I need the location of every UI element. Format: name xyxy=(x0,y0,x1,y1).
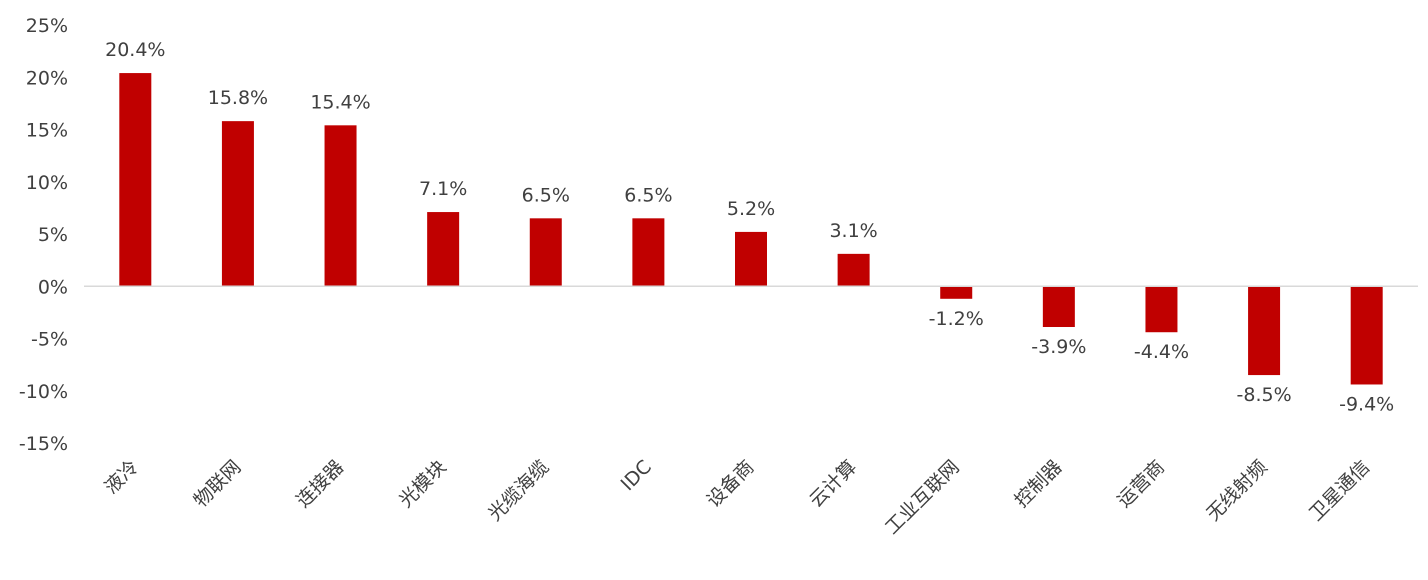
data-label: -3.9% xyxy=(1031,336,1086,358)
category-label: 物联网 xyxy=(190,456,246,512)
bar xyxy=(529,218,562,287)
data-label: 15.8% xyxy=(208,87,268,109)
y-tick-label: 25% xyxy=(26,15,68,37)
bar xyxy=(735,231,767,287)
data-label: -1.2% xyxy=(929,308,984,330)
y-tick-label: 5% xyxy=(38,224,68,246)
bar xyxy=(221,121,254,287)
bar xyxy=(1042,286,1075,328)
bar xyxy=(427,212,460,287)
data-label: -8.5% xyxy=(1237,384,1292,406)
bar xyxy=(632,218,665,287)
bar xyxy=(1145,286,1178,333)
bar xyxy=(119,73,152,287)
data-label: -4.4% xyxy=(1134,341,1189,363)
data-label: 3.1% xyxy=(829,220,877,242)
category-label: 连接器 xyxy=(292,456,348,512)
category-label: 液冷 xyxy=(100,456,142,498)
category-label: 控制器 xyxy=(1011,456,1067,512)
data-label: 7.1% xyxy=(419,178,467,200)
bar xyxy=(324,125,357,287)
category-label: 运营商 xyxy=(1113,456,1169,512)
category-label: IDC xyxy=(617,456,656,495)
data-labels: 20.4% 15.8% 15.4% 7.1% 6.5% 6.5% 5.2% 3.1% -1.2%… xyxy=(105,39,1394,415)
y-tick-label: 10% xyxy=(26,172,68,194)
bar xyxy=(940,286,973,299)
bar xyxy=(1350,286,1383,385)
data-label: 6.5% xyxy=(522,184,570,206)
y-tick-label: 0% xyxy=(38,276,68,298)
bars xyxy=(119,73,1383,385)
category-label: 光缆海缆 xyxy=(484,456,553,525)
y-tick-label: -5% xyxy=(31,329,68,351)
category-label: 云计算 xyxy=(805,456,861,512)
category-label: 卫星通信 xyxy=(1305,456,1374,525)
category-label: 工业互联网 xyxy=(881,456,964,539)
category-label: 设备商 xyxy=(703,456,759,512)
data-label: 20.4% xyxy=(105,39,165,61)
data-label: 15.4% xyxy=(310,91,370,113)
category-labels: 液冷 物联网 连接器 光模块 光缆海缆 IDC 设备商 云计算 工业互联网 控制器 运营商 无线射频卫… xyxy=(100,456,1374,539)
y-tick-label: 20% xyxy=(26,67,68,89)
y-tick-label: -10% xyxy=(19,381,68,403)
data-label: 5.2% xyxy=(727,198,775,220)
category-label: 光模块 xyxy=(395,456,451,512)
category-label: 无线射频 xyxy=(1202,456,1271,525)
y-tick-label: -15% xyxy=(19,433,68,455)
y-axis-ticks: 25% 20% 15% 10% 5% 0% -5% -10% -15% xyxy=(19,15,68,455)
y-tick-label: 15% xyxy=(26,120,68,142)
data-label: 6.5% xyxy=(624,184,672,206)
bar xyxy=(837,253,870,287)
data-label: -9.4% xyxy=(1339,393,1394,415)
bar xyxy=(1248,286,1281,376)
